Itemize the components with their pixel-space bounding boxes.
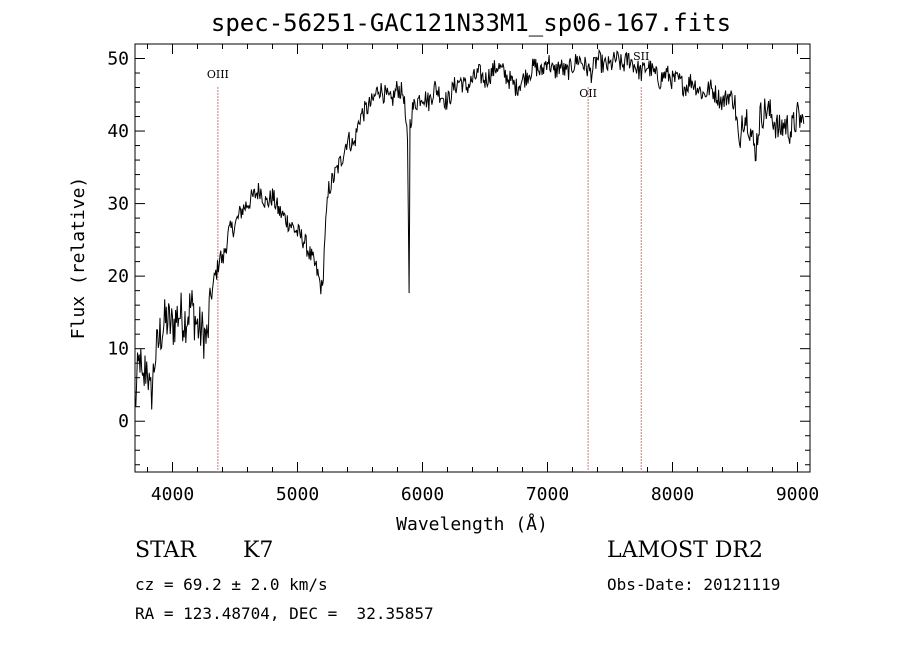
y-tick-label: 50	[107, 49, 129, 70]
x-tick-label: 4000	[151, 484, 194, 505]
emission-line-label: SII	[633, 50, 649, 63]
chart-title: spec-56251-GAC121N33M1_sp06-167.fits	[211, 9, 731, 37]
x-tick-label: 6000	[401, 484, 444, 505]
x-axis-label: Wavelength (Å)	[396, 513, 548, 535]
redshift-velocity: cz = 69.2 ± 2.0 km/s	[135, 575, 328, 594]
y-tick-label: 20	[107, 266, 129, 287]
y-tick-label: 30	[107, 194, 129, 215]
object-class: STAR	[135, 538, 196, 563]
x-tick-label: 5000	[276, 484, 319, 505]
coordinates: RA = 123.48704, DEC = 32.35857	[135, 604, 434, 623]
axis-ticks: 4000 5000 6000 7000 8000 9000 0 10 20 30 40 50	[107, 43, 819, 505]
emission-line-markers: OIII OII SII	[207, 50, 649, 472]
observation-date: Obs-Date: 20121119	[607, 575, 781, 594]
x-tick-label: 9000	[776, 484, 819, 505]
y-axis-label: Flux (relative)	[68, 177, 89, 340]
x-tick-label: 7000	[526, 484, 569, 505]
object-subclass: K7	[243, 538, 274, 563]
survey-name: LAMOST DR2	[607, 538, 763, 563]
y-tick-label: 0	[118, 411, 129, 432]
plot-frame	[134, 43, 811, 473]
spectrum-line	[134, 48, 805, 410]
emission-line-label: OII	[579, 87, 597, 100]
y-tick-label: 40	[107, 121, 129, 142]
x-tick-label: 8000	[651, 484, 694, 505]
y-tick-label: 10	[107, 339, 129, 360]
emission-line-label: OIII	[207, 68, 229, 81]
